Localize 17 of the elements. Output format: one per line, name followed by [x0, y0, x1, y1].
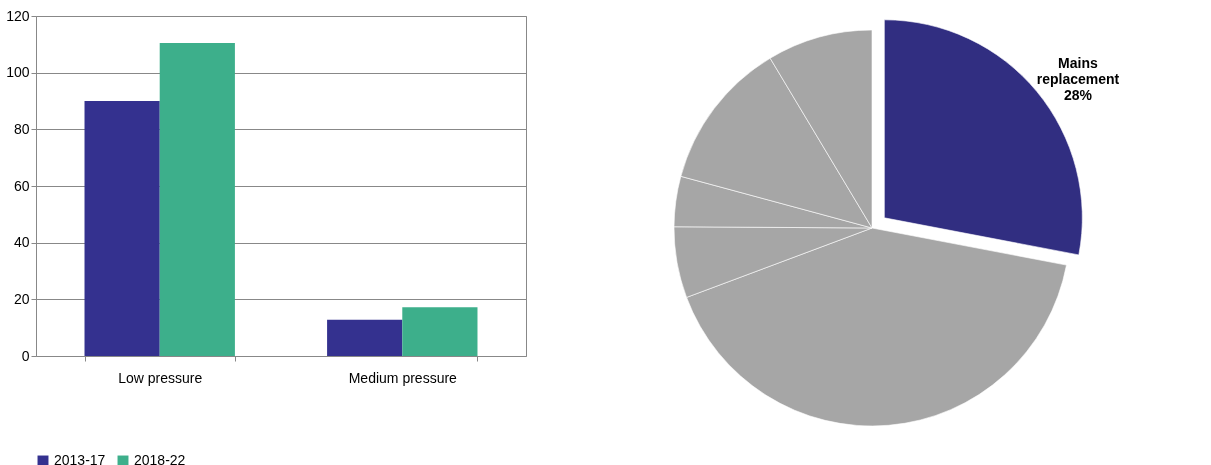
y-tick-label: 100	[6, 64, 30, 81]
y-tick-label: 40	[13, 234, 30, 251]
y-tick-label: 80	[13, 120, 30, 137]
x-tick-label: Medium pressure	[348, 369, 458, 386]
data-label: 28%	[1063, 86, 1093, 103]
y-tick-label: 20	[13, 290, 30, 307]
y-tick-label: 120	[6, 7, 30, 24]
x-tick-label: Low pressure	[118, 369, 203, 386]
bar	[159, 42, 235, 356]
legend-label: 2018-22	[134, 452, 186, 465]
bar	[327, 319, 403, 356]
y-tick-label: 60	[13, 177, 30, 194]
y-tick-label: 0	[21, 347, 30, 364]
bar	[402, 307, 478, 356]
slice-label: Mains replacement	[1036, 54, 1120, 87]
bar	[84, 101, 160, 356]
legend-label: 2013-17	[54, 452, 106, 465]
